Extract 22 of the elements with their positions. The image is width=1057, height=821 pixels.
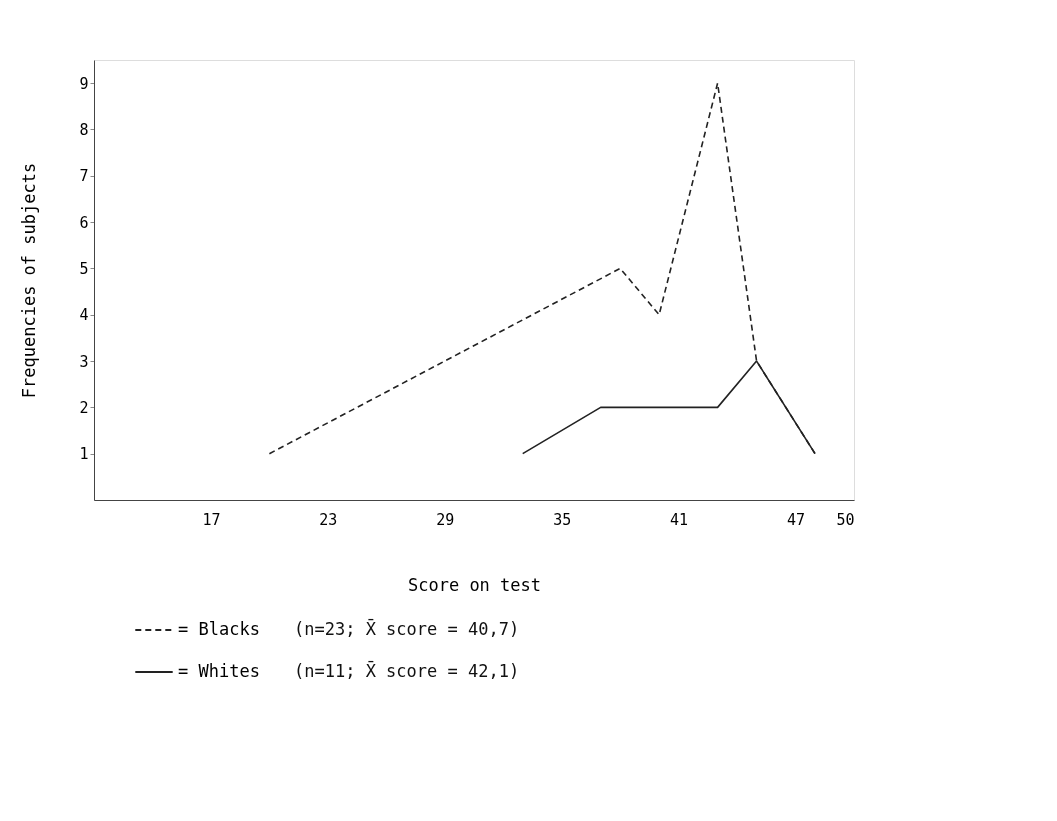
- y-tick-label: 8: [79, 120, 89, 139]
- x-axis-title: Score on test: [407, 574, 542, 595]
- y-tick-label: 7: [79, 167, 89, 186]
- y-tick-label: 2: [79, 398, 89, 417]
- y-tick-label: 1: [79, 445, 89, 464]
- y-tick-label: 6: [79, 213, 89, 232]
- x-tick-label: 47: [787, 510, 806, 529]
- x-tick-label: 17: [202, 510, 221, 529]
- x-tick-label: 41: [670, 510, 689, 529]
- x-tick-label: 23: [319, 510, 338, 529]
- legend-label: = Blacks: [178, 619, 260, 639]
- x-tick-label: 35: [553, 510, 572, 529]
- x-tick-label: 50: [836, 510, 855, 529]
- x-tick-label: 29: [436, 510, 455, 529]
- y-axis-title: Frequencies of subjects: [19, 162, 40, 399]
- y-tick-label: 3: [79, 352, 89, 371]
- y-tick-label: 5: [79, 259, 89, 278]
- y-tick-label: 9: [79, 74, 89, 93]
- text: (n=23; X̄ score = 40,7): [294, 617, 520, 639]
- text: (n=11; X̄ score = 42,1): [294, 659, 520, 681]
- legend-label: = Whites: [178, 661, 260, 681]
- y-tick-label: 4: [79, 306, 89, 325]
